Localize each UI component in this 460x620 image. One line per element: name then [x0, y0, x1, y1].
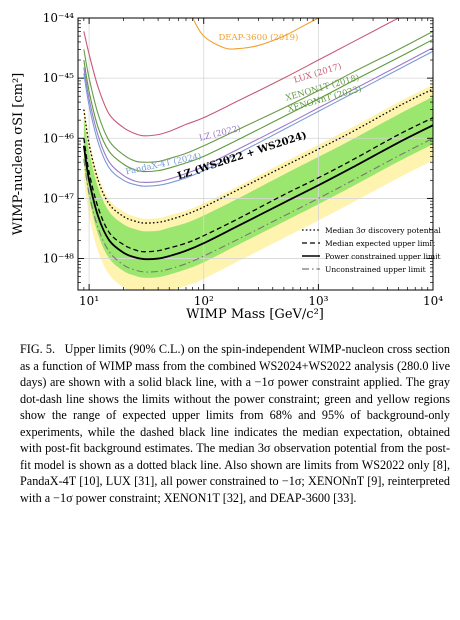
- plot-frame: [77, 17, 434, 291]
- x-tick-label: 10³: [308, 294, 328, 308]
- median-curve: [83, 117, 433, 253]
- band1-band: [83, 96, 433, 278]
- power-curve: [82, 124, 433, 261]
- median-legend-label: Median expected upper limit: [325, 239, 435, 248]
- y-tick-label: 10⁻⁴⁵: [43, 71, 74, 85]
- lux-curve: [83, 18, 400, 137]
- limit-curves: [82, 18, 433, 273]
- unconstrained-curve: [83, 137, 433, 273]
- axis-ticks: 10¹ 10² 10³ 10⁴ 10⁻⁴⁴ 10⁻⁴⁵ 10⁻⁴⁶ 10⁻⁴⁷ 10⁻⁴⁸: [43, 11, 443, 308]
- limit-plot: DEAP-3600 (2019)LUX (2017)XENON1T (2018)…: [11, 11, 443, 322]
- uncertainty-bands: [83, 84, 433, 290]
- xenonnt-curve: [83, 38, 433, 173]
- discovery-legend-label: Median 3σ discovery potential: [325, 226, 441, 235]
- x-tick-label: 10⁴: [423, 294, 443, 308]
- deap-curve: [192, 18, 319, 50]
- y-tick-label: 10⁻⁴⁷: [43, 191, 74, 205]
- y-tick-label: 10⁻⁴⁶: [43, 131, 74, 145]
- y-tick-label: 10⁻⁴⁸: [43, 252, 74, 266]
- deap-label: DEAP-3600 (2019): [218, 32, 298, 43]
- lz2022-curve: [83, 47, 433, 183]
- caption-label: FIG. 5.: [20, 342, 56, 356]
- pandax-curve: [83, 50, 433, 187]
- xenon1t-curve: [83, 30, 433, 163]
- unconstrained-legend-label: Unconstrained upper limit: [325, 265, 426, 274]
- x-tick-label: 10¹: [79, 294, 99, 308]
- legend: Median 3σ discovery potential Median expe…: [302, 226, 441, 274]
- figure-caption: FIG. 5. Upper limits (90% C.L.) on the s…: [20, 341, 450, 506]
- y-axis-label: WIMP-nucleon σSI [cm²]: [11, 73, 26, 235]
- x-tick-label: 10²: [194, 294, 214, 308]
- caption-text: Upper limits (90% C.L.) on the spin-inde…: [20, 342, 450, 505]
- power-legend-label: Power constrained upper limit: [325, 252, 441, 261]
- discovery-curve: [83, 88, 433, 224]
- y-tick-label: 10⁻⁴⁴: [43, 11, 74, 25]
- x-axis-label: WIMP Mass [GeV/c²]: [186, 307, 324, 322]
